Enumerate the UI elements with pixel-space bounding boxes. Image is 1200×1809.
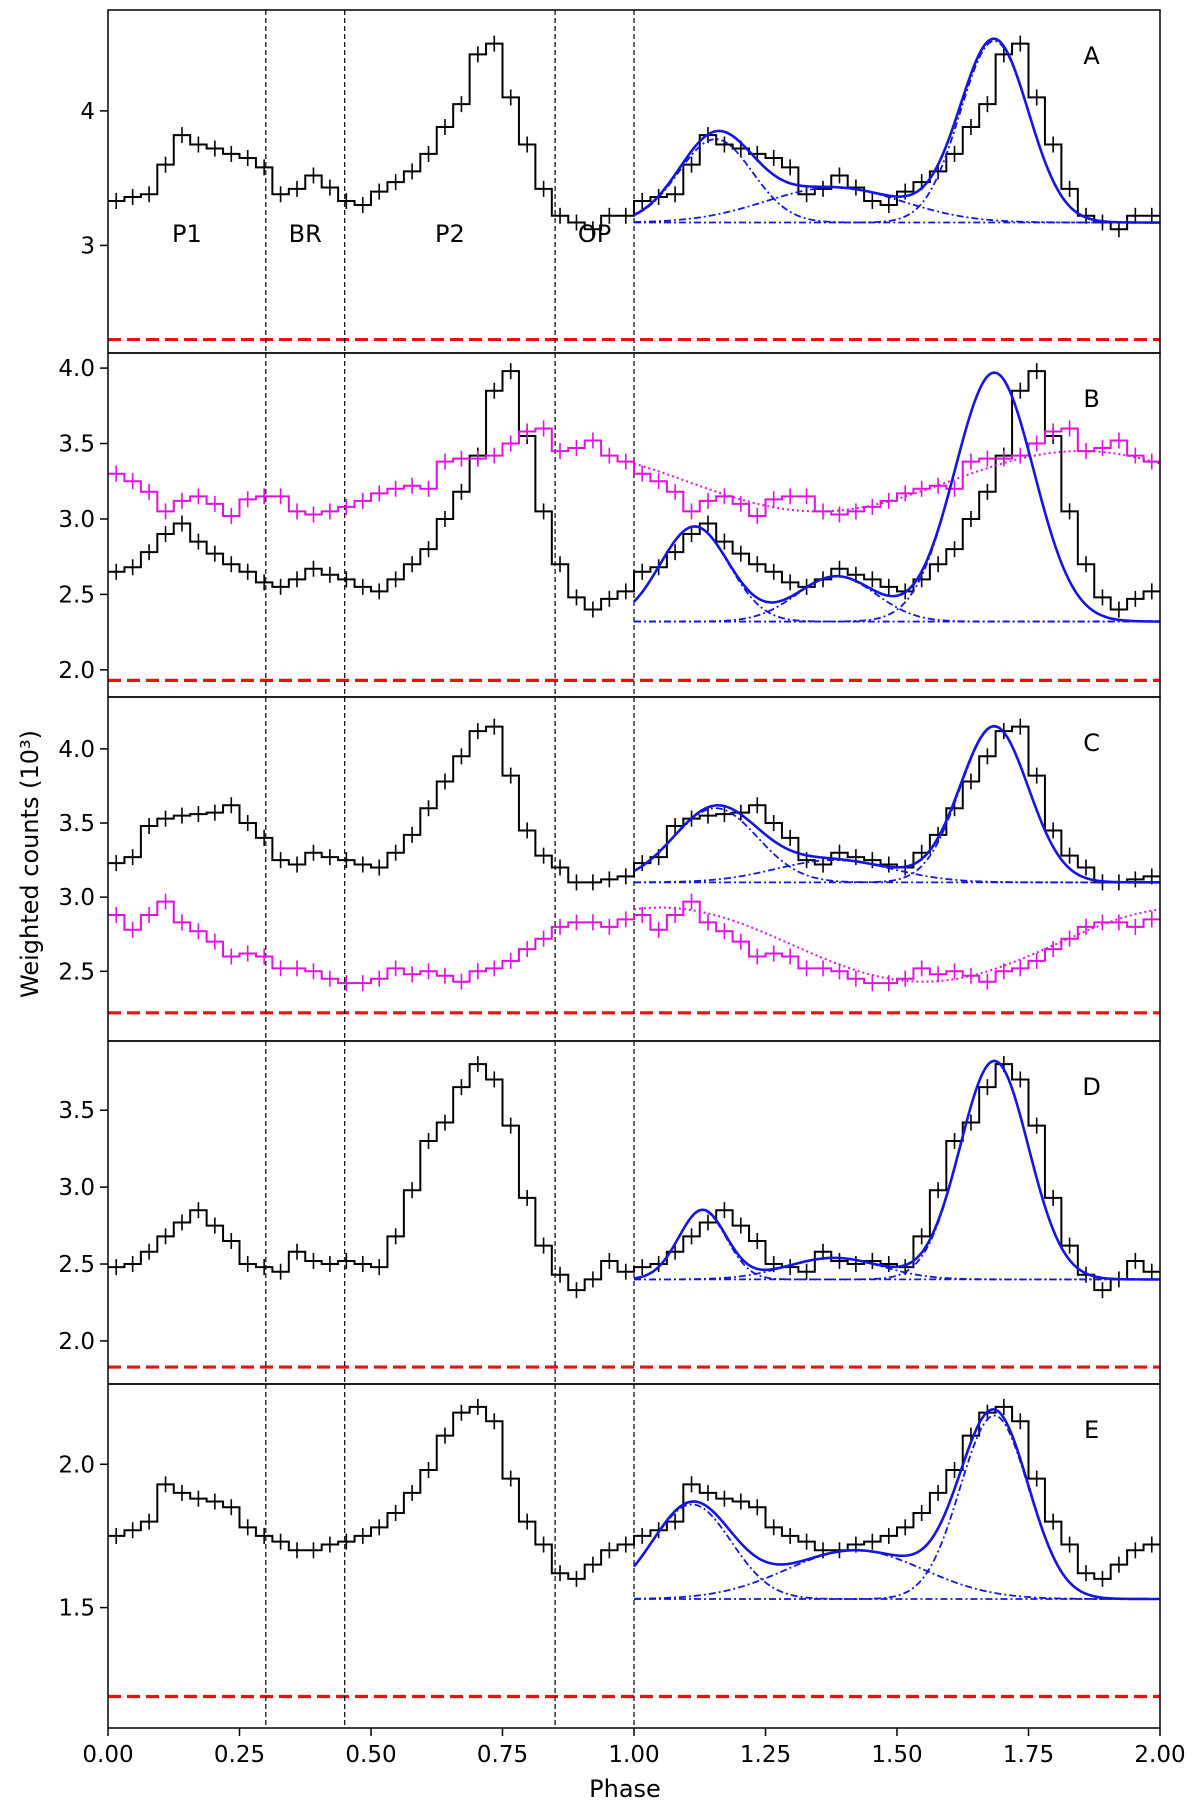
fit-total-curve [634, 1409, 1160, 1599]
fit-total-curve [634, 1061, 1160, 1279]
secondary-fit-curve [634, 908, 1160, 982]
x-tick-label: 2.00 [1134, 1742, 1185, 1768]
y-tick-label: 3.0 [58, 1175, 95, 1201]
y-tick-label: 3.5 [58, 811, 95, 837]
y-tick-label: 2.0 [58, 1329, 95, 1355]
panel-c: 2.5 3.0 3.5 4.0 C [58, 697, 1160, 1041]
x-axis: 0.00 0.25 0.50 0.75 1.00 1.25 1.50 1.75 2.00 [82, 1728, 1185, 1768]
x-tick-label: 1.75 [1003, 1742, 1054, 1768]
fit-component-curve [634, 1504, 1160, 1599]
fit-component-curve [634, 1416, 1160, 1599]
panels: 3 4 A P1 BR P2 OP 2.0 2.5 3.0 3.5 4.0 B 2.5 3.0 3.5 4.0 C… [58, 10, 1160, 1728]
panel-b: 2.0 2.5 3.0 3.5 4.0 B [58, 353, 1160, 697]
y-tick-label: 1.5 [58, 1596, 95, 1622]
y-tick-label: 2.5 [58, 959, 95, 985]
region-label: P2 [435, 220, 465, 248]
x-tick-label: 0.00 [82, 1742, 133, 1768]
x-tick-label: 0.50 [345, 1742, 396, 1768]
panel-label: D [1082, 1073, 1100, 1101]
y-tick-label: 2.0 [58, 1452, 95, 1478]
y-tick-label: 4.0 [58, 356, 95, 382]
y-tick-label: 2.5 [58, 1252, 95, 1278]
panel-label: B [1083, 385, 1099, 413]
y-tick-label: 3 [80, 233, 95, 259]
region-label: OP [578, 220, 611, 248]
x-axis-label: Phase [589, 1775, 661, 1803]
region-label: P1 [172, 220, 202, 248]
x-tick-label: 0.25 [214, 1742, 265, 1768]
region-label: BR [289, 220, 322, 248]
y-tick-label: 3.0 [58, 507, 95, 533]
panel-label: E [1084, 1416, 1099, 1444]
fit-component-curve [634, 860, 1160, 882]
fit-component-curve [634, 1258, 1160, 1280]
fit-total-curve [634, 726, 1160, 882]
y-tick-label: 3.0 [58, 885, 95, 911]
panel-e: 1.5 2.0 E [58, 1384, 1160, 1728]
fit-component-curve [634, 139, 1160, 222]
x-tick-label: 0.75 [477, 1742, 528, 1768]
y-tick-label: 4 [80, 99, 95, 125]
y-axis-label: Weighted counts (10³) [16, 730, 44, 998]
x-tick-label: 1.25 [740, 1742, 791, 1768]
secondary-fit-curve [634, 451, 1160, 511]
y-tick-label: 3.5 [58, 432, 95, 458]
x-tick-label: 1.00 [608, 1742, 659, 1768]
fit-component-curve [634, 808, 1160, 882]
x-tick-label: 1.50 [871, 1742, 922, 1768]
y-tick-label: 3.5 [58, 1098, 95, 1124]
fit-component-curve [634, 727, 1160, 883]
y-tick-label: 2.5 [58, 582, 95, 608]
panel-label: C [1083, 729, 1100, 757]
fit-component-curve [634, 1061, 1160, 1279]
histogram-line [108, 44, 1160, 230]
y-tick-label: 4.0 [58, 737, 95, 763]
panel-a: 3 4 A P1 BR P2 OP [80, 10, 1160, 353]
y-tick-label: 2.0 [58, 658, 95, 684]
fit-component-curve [634, 1210, 1160, 1279]
panel-label: A [1083, 42, 1100, 70]
panel-d: 2.0 2.5 3.0 3.5 D [58, 1041, 1160, 1384]
series-profile [108, 36, 1160, 238]
